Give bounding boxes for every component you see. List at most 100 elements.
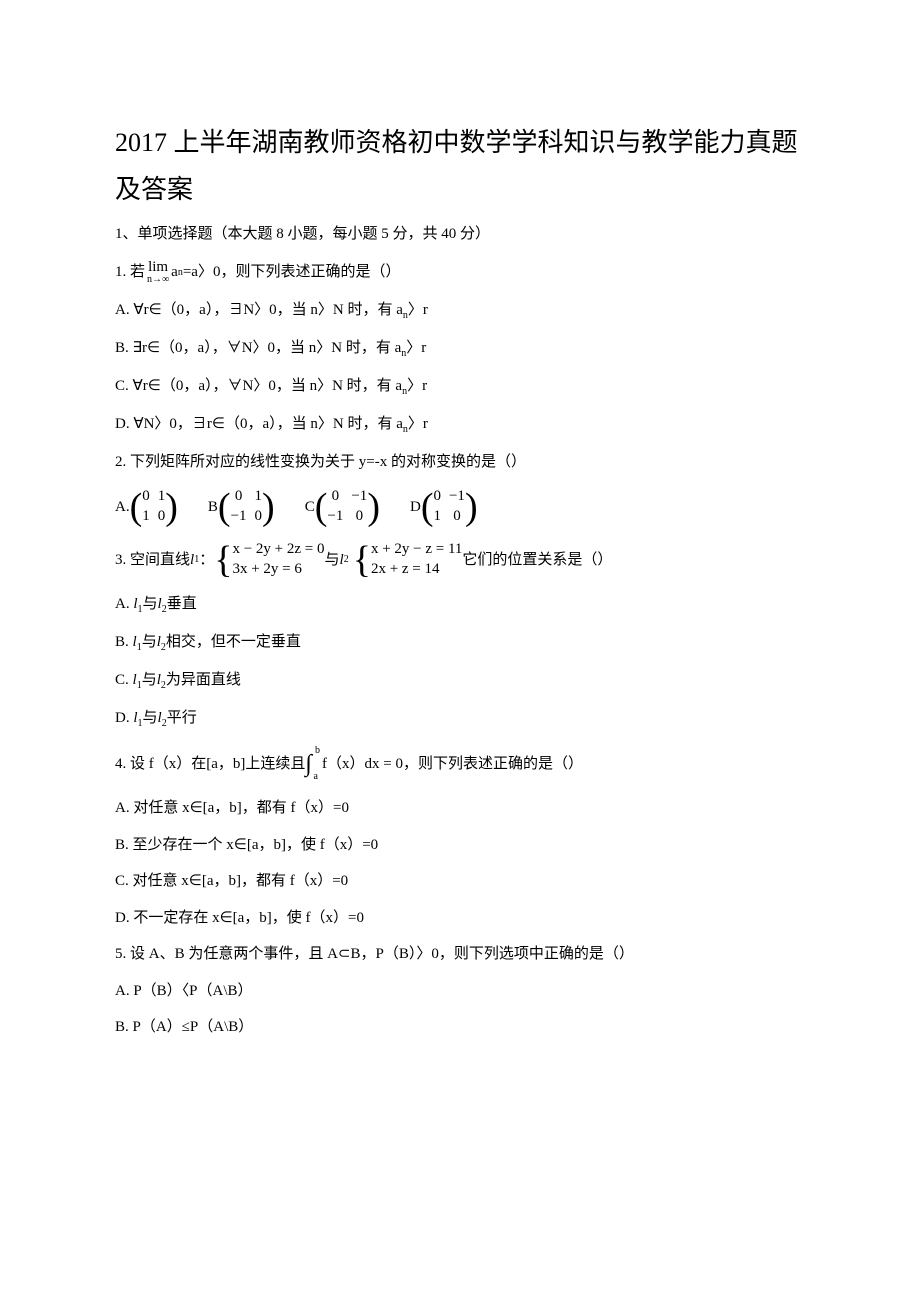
q1-a: a xyxy=(171,261,178,284)
m-cell: −1 xyxy=(449,487,465,507)
q4-option-c: C. 对任意 x∈[a，b]，都有 f（x）=0 xyxy=(115,870,805,893)
q3-d-tail: 平行 xyxy=(167,710,197,726)
m-cell: 1 xyxy=(158,487,166,507)
integral-icon: ∫ b a xyxy=(305,745,312,783)
brace-icon: { xyxy=(353,543,371,577)
integral-expr: ∫ b a f（x）dx = 0 xyxy=(305,745,403,783)
q2-option-a: A. ( 01 10 ) xyxy=(115,487,178,526)
q3-mid: 与 xyxy=(325,548,340,572)
paren-left-icon: ( xyxy=(218,490,231,524)
paren-right-icon: ) xyxy=(262,490,275,524)
q3-suffix: 它们的位置关系是（） xyxy=(462,548,612,572)
question-2-stem: 2. 下列矩阵所对应的线性变换为关于 y=-x 的对称变换的是（） xyxy=(115,451,805,474)
q4-option-a: A. 对任意 x∈[a，b]，都有 f（x）=0 xyxy=(115,797,805,820)
paren-right-icon: ) xyxy=(165,490,178,524)
sys2-row2: 2x + z = 14 xyxy=(371,560,462,580)
q1-option-c: C. ∀r∈（0，a），∀N〉0，当 n〉N 时，有 an〉r xyxy=(115,375,805,399)
m-cell: 1 xyxy=(433,507,441,527)
q1-c-text: C. ∀r∈（0，a），∀N〉0，当 n〉N 时，有 a xyxy=(115,378,402,394)
q3-option-a: A. l1与l2垂直 xyxy=(115,593,805,617)
sys1-row2: 3x + 2y = 6 xyxy=(232,560,324,580)
q2-c-label: C xyxy=(305,495,315,519)
m-cell: −1 xyxy=(231,507,247,527)
q5-option-a: A. P（B）〈P（A\B） xyxy=(115,980,805,1003)
matrix-b: ( 0−1 10 ) xyxy=(218,487,275,526)
paren-left-icon: ( xyxy=(130,490,143,524)
m-cell: 0 xyxy=(453,507,461,527)
question-5-stem: 5. 设 A、B 为任意两个事件，且 A⊂B，P（B）〉0，则下列选项中正确的是… xyxy=(115,943,805,966)
section-header: 1、单项选择题（本大题 8 小题，每小题 5 分，共 40 分） xyxy=(115,222,805,246)
q4-suffix: ，则下列表述正确的是（） xyxy=(403,752,583,776)
q5-option-b: B. P（A）≤P（A\B） xyxy=(115,1016,805,1039)
question-4-stem: 4. 设 f（x）在[a，b]上连续且 ∫ b a f（x）dx = 0 ，则下… xyxy=(115,745,805,783)
q1-suffix: =a〉0，则下列表述正确的是（） xyxy=(183,261,401,284)
q2-option-d: D ( 01 −10 ) xyxy=(410,487,478,526)
q3-b-tail: 相交，但不一定垂直 xyxy=(166,634,301,650)
m-cell: 0 xyxy=(158,507,166,527)
paren-right-icon: ) xyxy=(465,490,478,524)
q3-prefix: 3. 空间直线 xyxy=(115,548,190,572)
q1-d-tail: 〉r xyxy=(408,416,428,432)
q3-option-c: C. l1与l2为异面直线 xyxy=(115,669,805,693)
q1-option-b: B. ∃r∈（0，a），∀N〉0，当 n〉N 时，有 an〉r xyxy=(115,337,805,361)
q3-a-pre: A. xyxy=(115,596,133,612)
q1-prefix: 1. 若 xyxy=(115,261,145,284)
m-cell: −1 xyxy=(327,507,343,527)
q4-option-d: D. 不一定存在 x∈[a，b]，使 f（x）=0 xyxy=(115,907,805,930)
q2-d-label: D xyxy=(410,495,421,519)
page-title: 2017 上半年湖南教师资格初中数学学科知识与教学能力真题及答案 xyxy=(115,120,805,214)
q3-b-pre: B. xyxy=(115,634,133,650)
q3-a-tail: 垂直 xyxy=(167,596,197,612)
q3-a-mid: 与 xyxy=(143,596,158,612)
system-2: { x + 2y − z = 11 2x + z = 14 xyxy=(353,540,463,579)
sys1-row1: x − 2y + 2z = 0 xyxy=(232,540,324,560)
brace-icon: { xyxy=(214,543,232,577)
lim-text: lim xyxy=(148,260,168,275)
m-cell: 0 xyxy=(356,507,364,527)
q3-option-d: D. l1与l2平行 xyxy=(115,707,805,731)
matrix-a: ( 01 10 ) xyxy=(130,487,178,526)
q3-d-mid: 与 xyxy=(143,710,158,726)
q1-d-text: D. ∀N〉0，∃r∈（0，a），当 n〉N 时，有 a xyxy=(115,416,403,432)
q4-prefix: 4. 设 f（x）在[a，b]上连续且 xyxy=(115,752,305,776)
colon: ： xyxy=(199,548,214,572)
paren-right-icon: ) xyxy=(367,490,380,524)
m-cell: −1 xyxy=(351,487,367,507)
matrix-c: ( 0−1 −10 ) xyxy=(315,487,380,526)
q1-option-a: A. ∀r∈（0，a），∃N〉0，当 n〉N 时，有 an〉r xyxy=(115,299,805,323)
q3-d-pre: D. xyxy=(115,710,133,726)
paren-left-icon: ( xyxy=(315,490,328,524)
m-cell: 0 xyxy=(142,487,150,507)
sys2-row1: x + 2y − z = 11 xyxy=(371,540,462,560)
q2-a-label: A. xyxy=(115,495,130,519)
m-cell: 0 xyxy=(235,487,243,507)
question-3-stem: 3. 空间直线 l1 ： { x − 2y + 2z = 0 3x + 2y =… xyxy=(115,540,805,579)
system-1: { x − 2y + 2z = 0 3x + 2y = 6 xyxy=(214,540,324,579)
int-lower: a xyxy=(314,769,318,785)
q1-a-tail: 〉r xyxy=(408,302,428,318)
q2-option-c: C ( 0−1 −10 ) xyxy=(305,487,380,526)
q3-option-b: B. l1与l2相交，但不一定垂直 xyxy=(115,631,805,655)
q4-option-b: B. 至少存在一个 x∈[a，b]，使 f（x）=0 xyxy=(115,834,805,857)
l2-sub: 2 xyxy=(344,552,349,568)
q1-b-text: B. ∃r∈（0，a），∀N〉0，当 n〉N 时，有 a xyxy=(115,340,401,356)
q1-c-tail: 〉r xyxy=(407,378,427,394)
m-cell: 1 xyxy=(255,487,263,507)
q1-a-text: A. ∀r∈（0，a），∃N〉0，当 n〉N 时，有 a xyxy=(115,302,403,318)
q3-c-mid: 与 xyxy=(142,672,157,688)
lim-sub: n→∞ xyxy=(147,275,169,285)
paren-left-icon: ( xyxy=(421,490,434,524)
m-cell: 0 xyxy=(255,507,263,527)
q3-c-pre: C. xyxy=(115,672,133,688)
q1-option-d: D. ∀N〉0，∃r∈（0，a），当 n〉N 时，有 an〉r xyxy=(115,413,805,437)
int-body: f（x）dx = 0 xyxy=(322,752,403,776)
int-upper: b xyxy=(315,743,320,759)
question-1-stem: 1. 若 lim n→∞ an =a〉0，则下列表述正确的是（） xyxy=(115,260,805,285)
limit-expression: lim n→∞ xyxy=(147,260,169,285)
m-cell: 0 xyxy=(433,487,441,507)
q1-b-tail: 〉r xyxy=(406,340,426,356)
q3-b-mid: 与 xyxy=(142,634,157,650)
matrix-d: ( 01 −10 ) xyxy=(421,487,478,526)
q2-b-label: B xyxy=(208,495,218,519)
m-cell: 1 xyxy=(142,507,150,527)
